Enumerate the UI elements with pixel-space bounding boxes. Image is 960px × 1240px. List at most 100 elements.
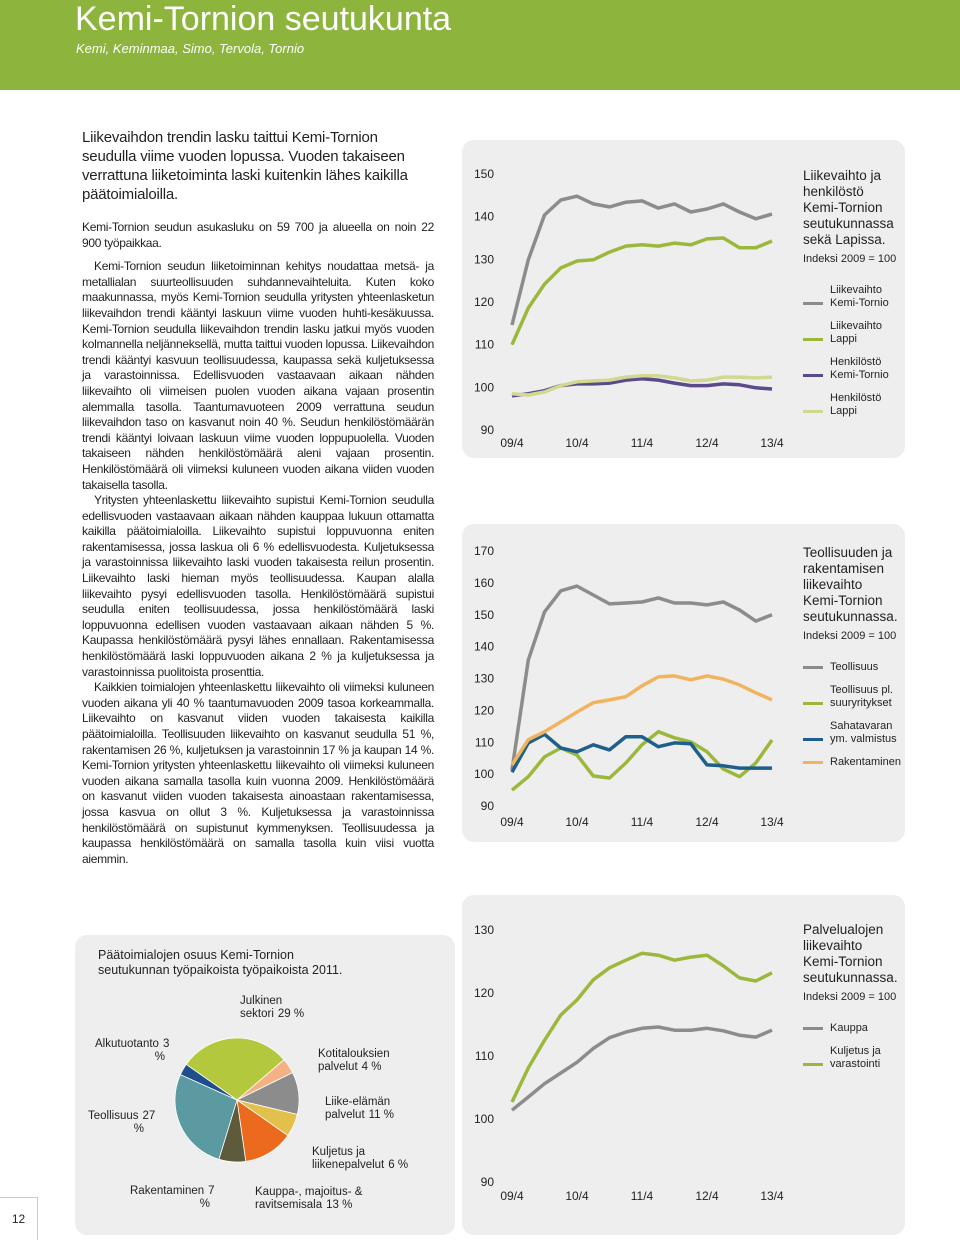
- y-tick-label: 110: [475, 735, 494, 749]
- pie-slice: [179, 1063, 238, 1101]
- legend-title: Liikevaihto ja henkilöstö Kemi-Tornion s…: [803, 168, 894, 247]
- pie-label-value: 11 %: [368, 1109, 394, 1121]
- legend: Teollisuuden ja rakentamisen liikevaihto…: [803, 545, 901, 779]
- pie-label: Liike-elämän palvelut 11 %: [325, 1096, 395, 1122]
- legend-label: Teollisuus: [830, 661, 879, 673]
- pie-label-value: 4 %: [361, 1061, 382, 1073]
- y-tick-label: 100: [474, 380, 494, 394]
- x-tick-label: 09/4: [500, 436, 524, 450]
- y-tick-label: 90: [481, 423, 495, 437]
- series-line: [510, 951, 773, 1103]
- legend-swatch: [803, 666, 823, 669]
- lead: Liikevaihdon trendin lasku taittui Kemi-…: [82, 129, 408, 203]
- pie-label-value: 13 %: [326, 1199, 353, 1211]
- y-tick-label: 150: [474, 167, 494, 181]
- series-line: [510, 674, 773, 766]
- series-line: [510, 584, 773, 771]
- x-tick-label: 11/4: [631, 815, 654, 829]
- legend-swatch: [803, 338, 823, 341]
- legend-item: Henkilöstö Lappi: [803, 392, 898, 418]
- pie-label-name: Kotitalouksien palvelut: [318, 1048, 390, 1073]
- x-tick-label: 13/4: [760, 1189, 784, 1203]
- pie-label: Kauppa-, majoitus- & ravitsemisala 13 %: [255, 1186, 370, 1212]
- legend-swatch: [803, 702, 823, 705]
- x-tick-label: 09/4: [500, 815, 524, 829]
- pie-label-name: Teollisuus: [88, 1110, 139, 1122]
- pie-label-name: Alkutuotanto: [95, 1038, 159, 1050]
- y-tick-label: 140: [474, 640, 494, 654]
- legend-swatch: [803, 738, 823, 741]
- legend-swatch: [803, 410, 823, 413]
- pie-label-value: 6 %: [388, 1159, 409, 1171]
- x-tick-label: 10/4: [565, 1189, 589, 1203]
- y-tick-label: 160: [474, 576, 494, 590]
- legend-swatch: [803, 1063, 823, 1066]
- legend-label: Henkilöstö Lappi: [830, 392, 882, 417]
- y-tick-label: 120: [474, 295, 494, 309]
- legend-label: Henkilöstö Kemi-Tornio: [830, 356, 889, 381]
- y-tick-label: 110: [475, 1049, 494, 1063]
- series-line: [510, 729, 774, 792]
- y-tick-label: 120: [474, 986, 494, 1000]
- pie-slice: [174, 1074, 238, 1160]
- pie-label-name: Kauppa-, majoitus- & ravitsemisala: [255, 1186, 363, 1211]
- pie-label: Julkinen sektori 29 %: [240, 995, 335, 1021]
- y-tick-label: 130: [474, 923, 494, 937]
- chart-panel: [462, 895, 905, 1235]
- x-tick-label: 13/4: [760, 436, 784, 450]
- pie-label-value: 27 %: [133, 1110, 156, 1135]
- legend-label: Sahatavaran ym. valmistus: [830, 720, 897, 745]
- header-band: [0, 0, 960, 90]
- pie-label-value: 3 %: [154, 1038, 170, 1063]
- legend-swatch: [803, 302, 823, 305]
- legend-item: Kauppa: [803, 1022, 898, 1035]
- pie-label-value: 7 %: [199, 1185, 215, 1210]
- legend-item: Kuljetus ja varastointi: [803, 1045, 898, 1071]
- x-tick-label: 10/4: [565, 815, 589, 829]
- legend-item: Teollisuus: [803, 661, 898, 674]
- legend-swatch: [803, 1027, 823, 1030]
- x-tick-label: 11/4: [631, 1189, 654, 1203]
- paragraph: Yritysten yhteenlaskettu liikevaihto sup…: [82, 493, 434, 679]
- legend-item: Liikevaihto Kemi-Tornio: [803, 284, 898, 310]
- pie-label-name: Rakentaminen: [130, 1185, 205, 1197]
- legend-swatch: [803, 374, 823, 377]
- pie-label-name: Julkinen sektori: [240, 995, 283, 1020]
- page-subtitle: Kemi, Keminmaa, Simo, Tervola, Tornio: [76, 41, 305, 56]
- legend-item: Teollisuus pl. suuryritykset: [803, 684, 898, 710]
- paragraph: Kemi-Tornion seudun asukasluku on 59 700…: [82, 220, 434, 250]
- pie-label: Kuljetus ja liikenepalvelut 6 %: [312, 1146, 412, 1172]
- pie-slice: [185, 1037, 285, 1101]
- series-line: [510, 732, 772, 774]
- y-tick-label: 90: [481, 1175, 495, 1189]
- x-tick-label: 12/4: [695, 815, 719, 829]
- x-tick-label: 12/4: [695, 1189, 719, 1203]
- chart-panel: [462, 524, 905, 842]
- series-line: [510, 1025, 773, 1112]
- legend-item: Liikevaihto Lappi: [803, 320, 898, 346]
- paragraph: Kemi-Tornion seudun liiketoiminnan kehit…: [82, 259, 434, 492]
- y-tick-label: 110: [475, 338, 494, 352]
- pie-label: Rakentaminen 7 %: [130, 1185, 215, 1211]
- legend-title: Palvelualojen liikevaihto Kemi-Tornion s…: [803, 922, 898, 985]
- legend: Palvelualojen liikevaihto Kemi-Tornion s…: [803, 922, 898, 1081]
- body-text: Liikevaihdon trendin lasku taittui Kemi-…: [82, 128, 434, 867]
- legend-label: Liikevaihto Lappi: [830, 320, 882, 345]
- pie-label: Alkutuotanto 3 %: [95, 1038, 169, 1064]
- pie-label-name: Liike-elämän palvelut: [325, 1096, 391, 1121]
- y-tick-label: 100: [474, 767, 494, 781]
- paragraph: Kaikkien toimialojen yhteenlaskettu liik…: [82, 680, 434, 866]
- page-number: 12: [0, 1197, 38, 1240]
- page-title: Kemi-Tornion seutukunta: [75, 0, 452, 38]
- y-tick-label: 150: [474, 608, 494, 622]
- legend: Liikevaihto ja henkilöstö Kemi-Tornion s…: [803, 168, 898, 428]
- series-line: [511, 377, 773, 398]
- y-tick-label: 120: [474, 703, 494, 717]
- y-tick-label: 90: [481, 799, 495, 813]
- legend-label: Liikevaihto Kemi-Tornio: [830, 284, 889, 309]
- legend-subtitle: Indeksi 2009 = 100: [803, 991, 897, 1003]
- pie-title: Päätoimialojen osuus Kemi-Tornion seutuk…: [98, 948, 343, 977]
- legend-item: Rakentaminen: [803, 756, 901, 769]
- legend-title: Teollisuuden ja rakentamisen liikevaihto…: [803, 545, 898, 624]
